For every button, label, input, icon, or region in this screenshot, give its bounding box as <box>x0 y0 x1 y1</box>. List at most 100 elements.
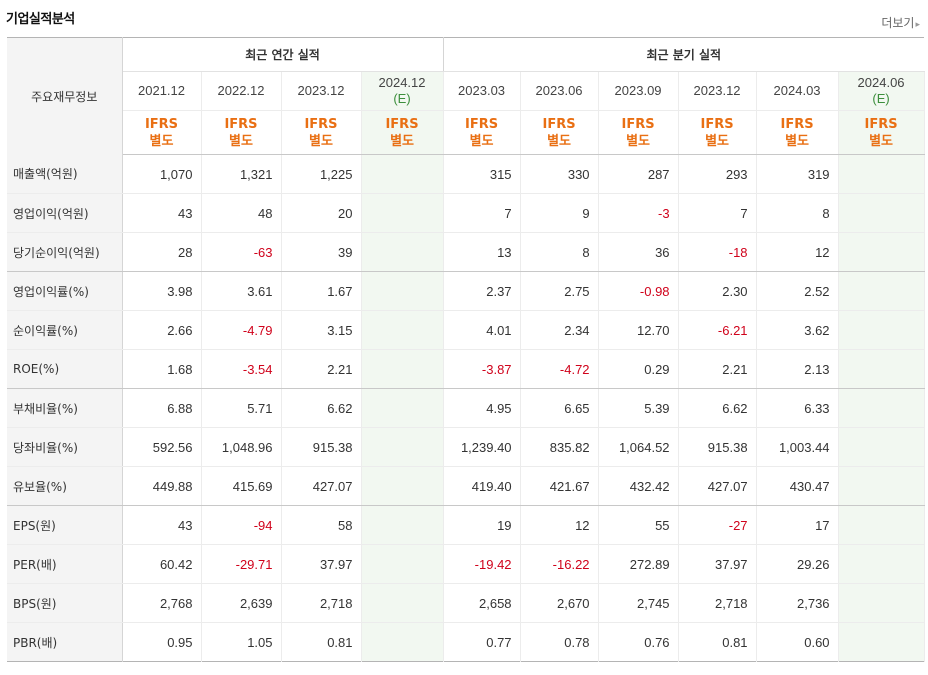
table-cell: 330 <box>520 154 599 194</box>
table-cell: 2,718 <box>678 583 757 623</box>
accounting-line2: 별도 <box>547 133 571 149</box>
table-cell: 0.95 <box>122 622 202 662</box>
period-label: 2023.03 <box>458 83 506 98</box>
table-cell: 2,670 <box>520 583 599 623</box>
table-cell: 2.21 <box>281 349 362 389</box>
table-cell: 29.26 <box>756 544 839 584</box>
accounting-line1: IFRS <box>385 116 419 132</box>
row-label: 영업이익(억원) <box>7 193 123 233</box>
table-cell <box>361 271 444 311</box>
table-cell: 3.98 <box>122 271 202 311</box>
table-cell: 12.70 <box>598 310 679 350</box>
table-cell <box>838 154 925 194</box>
table-cell: 8 <box>756 193 839 233</box>
row-label: 유보율(%) <box>7 466 123 506</box>
more-link[interactable]: 더보기▸ <box>881 14 920 31</box>
table-cell: -3.54 <box>201 349 282 389</box>
table-cell: 43 <box>122 505 202 545</box>
table-cell: 7 <box>678 193 757 233</box>
table-cell: 1,239.40 <box>442 427 521 467</box>
table-cell <box>838 232 925 272</box>
accounting-line2: 별도 <box>626 133 650 149</box>
table-cell: -0.98 <box>598 271 679 311</box>
table-cell <box>361 427 444 467</box>
estimate-marker: (E) <box>872 91 890 106</box>
table-cell: 58 <box>281 505 362 545</box>
table-cell <box>838 349 925 389</box>
accounting-line2: 별도 <box>390 133 414 149</box>
table-cell: 1,003.44 <box>756 427 839 467</box>
period-label: 2024.12 <box>378 75 426 90</box>
table-cell: -4.79 <box>201 310 282 350</box>
row-label: PER(배) <box>7 544 123 584</box>
table-cell: 60.42 <box>122 544 202 584</box>
period-header: 2023.12 <box>281 71 362 111</box>
period-label: 2023.06 <box>535 83 583 98</box>
table-cell: 6.33 <box>756 388 839 428</box>
accounting-line1: IFRS <box>864 116 898 132</box>
table-cell: 37.97 <box>281 544 362 584</box>
financial-table: 주요재무정보 최근 연간 실적 최근 분기 실적 2021.12 2022.12 2… <box>7 37 925 662</box>
accounting-standard: IFRS 별도 <box>201 110 282 155</box>
period-header: 2023.03 <box>442 71 521 111</box>
table-cell: 3.62 <box>756 310 839 350</box>
table-cell: 2,639 <box>201 583 282 623</box>
row-label: EPS(원) <box>7 505 123 545</box>
table-cell: 20 <box>281 193 362 233</box>
table-cell: 419.40 <box>442 466 521 506</box>
table-row: 당좌비율(%) 592.56 1,048.96 915.38 1,239.40 835.8… <box>7 427 925 467</box>
table-cell: -94 <box>201 505 282 545</box>
accounting-standard: IFRS 별도 <box>281 110 362 155</box>
chevron-right-icon: ▸ <box>915 20 920 30</box>
table-cell <box>361 622 444 662</box>
table-row: 매출액(억원) 1,070 1,321 1,225 315 330 287 293 319 <box>7 154 925 194</box>
table-cell <box>361 466 444 506</box>
table-cell: 272.89 <box>598 544 679 584</box>
table-cell: 1,225 <box>281 154 362 194</box>
row-label: 당기순이익(억원) <box>7 232 123 272</box>
table-cell: 2,768 <box>122 583 202 623</box>
table-cell <box>838 505 925 545</box>
table-cell: 17 <box>756 505 839 545</box>
table-cell: -6.21 <box>678 310 757 350</box>
table-cell: -4.72 <box>520 349 599 389</box>
table-cell <box>361 583 444 623</box>
table-row: 영업이익(억원) 43 48 20 7 9 -3 7 8 <box>7 193 925 233</box>
accounting-line1: IFRS <box>224 116 258 132</box>
table-cell: 430.47 <box>756 466 839 506</box>
table-cell: 1,070 <box>122 154 202 194</box>
table-cell <box>838 193 925 233</box>
table-body: 매출액(억원) 1,070 1,321 1,225 315 330 287 293 319 영업이… <box>7 154 925 662</box>
accounting-standard: IFRS 별도 <box>838 110 925 155</box>
period-header: 2024.03 <box>756 71 839 111</box>
accounting-line1: IFRS <box>144 116 179 132</box>
period-header: 2024.06 (E) <box>838 71 925 111</box>
table-cell: 2.30 <box>678 271 757 311</box>
accounting-line1: IFRS <box>542 116 576 132</box>
table-cell: 2.21 <box>678 349 757 389</box>
table-cell <box>361 193 444 233</box>
table-cell: 1.67 <box>281 271 362 311</box>
accounting-line2: 별도 <box>469 133 494 149</box>
table-cell: 7 <box>442 193 521 233</box>
table-row: BPS(원) 2,768 2,639 2,718 2,658 2,670 2,745 2,71… <box>7 583 925 623</box>
period-label: 2024.03 <box>773 83 821 98</box>
table-cell: -16.22 <box>520 544 599 584</box>
table-cell: 319 <box>756 154 839 194</box>
row-label: 당좌비율(%) <box>7 427 123 467</box>
table-cell: 287 <box>598 154 679 194</box>
section-title: 기업실적분석 <box>6 12 75 27</box>
period-label: 2023.12 <box>297 83 345 98</box>
table-cell: 427.07 <box>678 466 757 506</box>
accounting-line1: IFRS <box>621 116 655 132</box>
table-cell: 6.88 <box>122 388 202 428</box>
table-cell: 2.34 <box>520 310 599 350</box>
table-cell: 1.05 <box>201 622 282 662</box>
table-cell: 3.15 <box>281 310 362 350</box>
annual-group-header: 최근 연간 실적 <box>122 37 444 72</box>
table-cell: -27 <box>678 505 757 545</box>
accounting-standard: IFRS 별도 <box>361 110 444 155</box>
table-cell <box>361 310 444 350</box>
table-cell <box>838 544 925 584</box>
period-label: 2022.12 <box>217 83 265 98</box>
